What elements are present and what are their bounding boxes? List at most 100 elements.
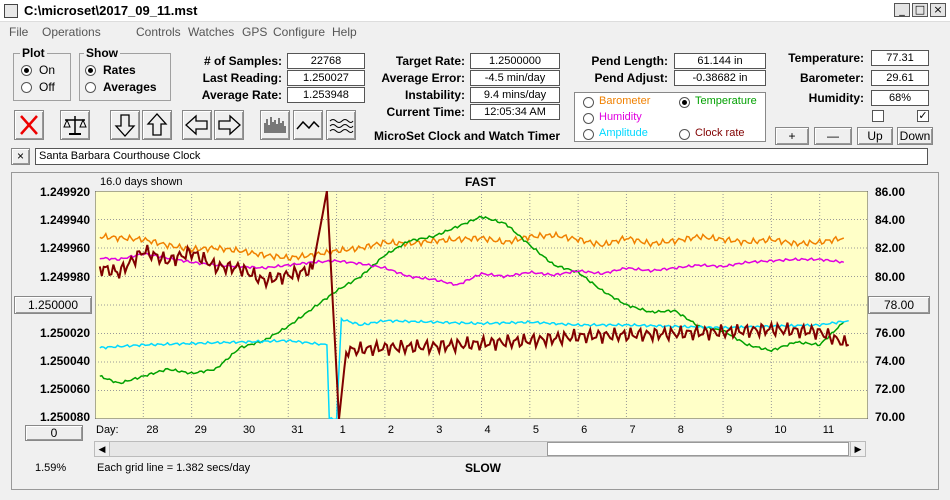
- clock-name-field[interactable]: Santa Barbara Courthouse Clock: [35, 148, 928, 165]
- series-amplitude-label: Amplitude: [599, 127, 648, 139]
- bar-graph-button[interactable]: [260, 110, 290, 140]
- x-tick-label: 8: [677, 424, 684, 436]
- instability-value: 9.4 mins/day: [470, 87, 560, 103]
- scroll-thumb[interactable]: [547, 442, 849, 456]
- minus-button[interactable]: —: [814, 127, 852, 145]
- show-group-title: Show: [84, 46, 120, 60]
- average-rate-label: Average Rate:: [201, 88, 282, 102]
- x-tick-label: 30: [242, 424, 256, 436]
- line-graph-icon: [296, 120, 320, 130]
- close-clock-button[interactable]: ×: [11, 148, 30, 165]
- plot-on-radio[interactable]: [21, 65, 32, 76]
- bar-graph-icon: [264, 117, 286, 133]
- line-graph-button[interactable]: [293, 110, 323, 140]
- series-barometer-label: Barometer: [599, 95, 651, 107]
- clear-button[interactable]: [14, 110, 44, 140]
- y-right-tick: 72.00: [875, 382, 906, 396]
- series-clock-rate-radio[interactable]: [679, 129, 690, 140]
- show-rates-label: Rates: [103, 63, 136, 77]
- arrow-up-button[interactable]: [142, 110, 172, 140]
- show-averages-label: Averages: [103, 80, 157, 94]
- menu-operations[interactable]: Operations: [42, 25, 101, 39]
- barometer-value: 29.61: [871, 70, 929, 86]
- menu-watches[interactable]: Watches: [188, 25, 235, 39]
- last-reading-label: Last Reading:: [202, 71, 282, 85]
- arrow-up-icon: [146, 113, 168, 136]
- grid-note-label: Each grid line = 1.382 secs/day: [97, 462, 251, 474]
- horizontal-scrollbar[interactable]: ◀ ▶: [94, 441, 866, 457]
- app-icon[interactable]: [4, 4, 18, 18]
- close-button[interactable]: ×: [930, 3, 946, 17]
- x-tick-label: 6: [581, 424, 588, 436]
- scroll-left-arrow[interactable]: ◀: [95, 442, 110, 456]
- current-time-label: Current Time:: [386, 105, 465, 119]
- arrow-right-button[interactable]: [214, 110, 244, 140]
- y-left-tick: 1.249980: [39, 270, 90, 284]
- y-right-tick: 86.00: [875, 185, 906, 199]
- y-left-tick: 1.250040: [39, 354, 90, 368]
- series-barometer-radio[interactable]: [583, 97, 594, 108]
- menu-controls[interactable]: Controls: [136, 25, 181, 39]
- current-time-value: 12:05:34 AM: [470, 104, 560, 120]
- menu-gps[interactable]: GPS: [242, 25, 268, 39]
- y-left-tick: 1.249940: [39, 213, 90, 227]
- minimize-button[interactable]: _: [894, 3, 910, 17]
- y-right-tick: 80.00: [875, 270, 906, 284]
- series-selector: [574, 92, 766, 142]
- menu-configure[interactable]: Configure: [273, 25, 326, 39]
- plot-on-label: On: [39, 63, 56, 77]
- pend-adjust-value[interactable]: -0.38682 in: [674, 70, 766, 86]
- scroll-right-arrow[interactable]: ▶: [850, 442, 865, 456]
- plus-button[interactable]: +: [775, 127, 809, 145]
- days-shown-label: 16.0 days shown: [100, 176, 183, 188]
- zero-button[interactable]: 0: [25, 425, 83, 441]
- target-rate-value[interactable]: 1.2500000: [470, 53, 560, 69]
- down-button[interactable]: Down: [897, 127, 933, 145]
- menu-help[interactable]: Help: [332, 25, 357, 39]
- center-temp-button[interactable]: 78.00: [868, 296, 930, 314]
- arrow-right-icon: [218, 114, 241, 136]
- zoom-label: 1.59%: [35, 462, 67, 474]
- x-tick-label: 29: [194, 424, 207, 436]
- title-bar: C:\microset\2017_09_11.mst _ □ ×: [0, 0, 950, 22]
- fast-label: FAST: [465, 175, 496, 189]
- left-checkbox[interactable]: [872, 110, 884, 122]
- series-humidity-radio[interactable]: [583, 113, 594, 124]
- instability-label: Instability:: [404, 88, 465, 102]
- balance-button[interactable]: [60, 110, 90, 140]
- series-temperature-radio[interactable]: [679, 97, 690, 108]
- menu-file[interactable]: File: [9, 25, 29, 39]
- arrow-left-button[interactable]: [182, 110, 212, 140]
- last-reading-value: 1.250027: [287, 70, 365, 86]
- show-rates-radio[interactable]: [85, 65, 96, 76]
- average-error-label: Average Error:: [381, 71, 465, 85]
- series-line: [98, 191, 849, 419]
- plot-off-label: Off: [39, 80, 55, 94]
- y-right-tick: 82.00: [875, 241, 906, 255]
- menu-bar: File Operations Controls Watches GPS Con…: [0, 22, 950, 42]
- x-tick-label: 2: [387, 424, 394, 436]
- x-tick-label: 11: [822, 424, 835, 436]
- average-error-value: -4.5 min/day: [470, 70, 560, 86]
- maximize-button[interactable]: □: [912, 3, 928, 17]
- arrow-down-button[interactable]: [110, 110, 140, 140]
- target-rate-label: Target Rate:: [395, 54, 465, 68]
- samples-value: 22768: [287, 53, 365, 69]
- y-left-tick: 1.250060: [39, 382, 90, 396]
- slow-label: SLOW: [465, 461, 501, 475]
- center-rate-button[interactable]: 1.250000: [14, 296, 92, 314]
- x-tick-label: 10: [774, 424, 787, 436]
- x-icon: [20, 115, 38, 135]
- chart-frame: [11, 172, 939, 490]
- pend-length-value: 61.144 in: [674, 53, 766, 69]
- series-amplitude-radio[interactable]: [583, 129, 594, 140]
- up-button[interactable]: Up: [857, 127, 893, 145]
- pend-length-label: Pend Length:: [591, 54, 668, 68]
- x-tick-label: 31: [291, 424, 304, 436]
- arrow-down-icon: [114, 114, 136, 137]
- wave-graph-button[interactable]: [326, 110, 356, 140]
- right-checkbox[interactable]: ✓: [917, 110, 929, 122]
- barometer-label: Barometer:: [799, 71, 864, 85]
- plot-off-radio[interactable]: [21, 82, 32, 93]
- show-averages-radio[interactable]: [85, 82, 96, 93]
